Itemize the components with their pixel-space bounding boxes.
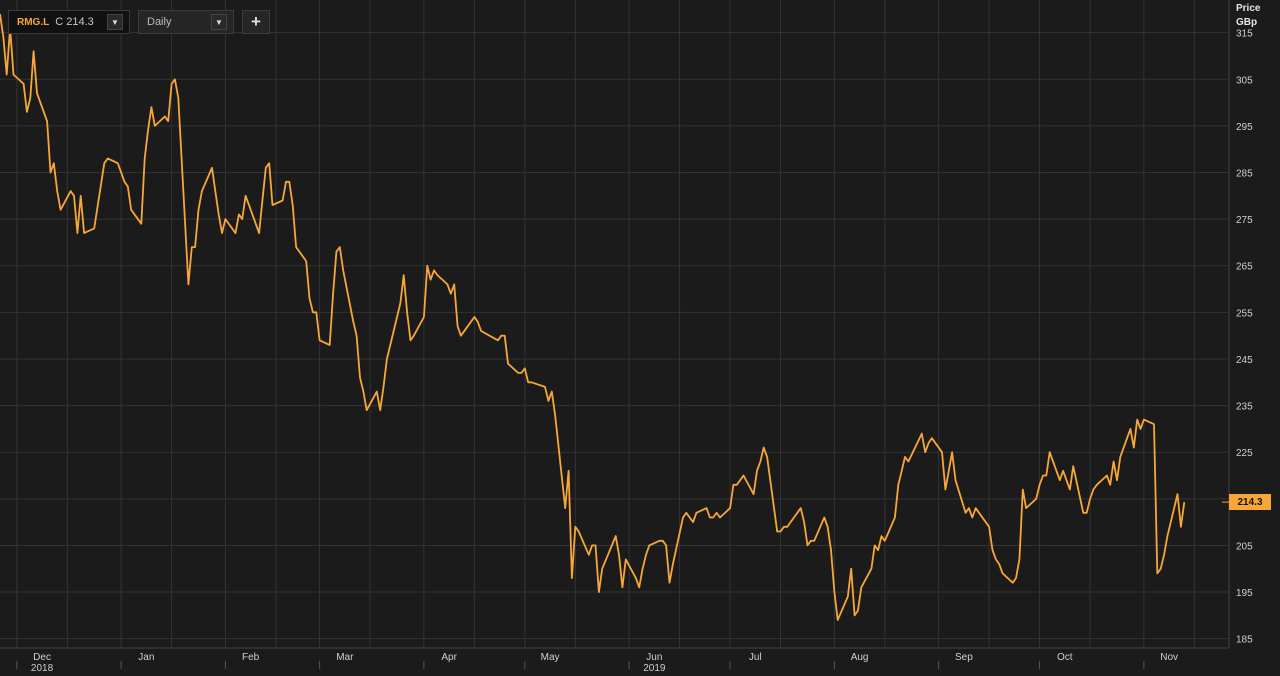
y-tick-label: 285 [1236,168,1253,179]
interval-label: Daily [147,16,172,28]
x-tick-label: Sep [955,652,973,663]
symbol-close-value: C 214.3 [55,16,94,28]
interval-selector[interactable]: Daily ▼ [138,10,234,34]
last-price-badge: 214.3 [1229,494,1271,511]
x-year-label: 2019 [643,663,666,674]
x-tick-label: Jan [138,652,154,663]
x-tick-label: Nov [1160,652,1178,663]
y-tick-label: 275 [1236,215,1253,226]
x-tick-label: Dec [33,652,51,663]
y-tick-label: 265 [1236,262,1253,273]
y-axis-unit-currency: GBp [1236,17,1258,28]
x-tick-label: Feb [242,652,260,663]
chart-toolbar: RMG.L C 214.3 ▼ Daily ▼ + [8,10,270,34]
x-tick-label: Mar [336,652,354,663]
y-tick-label: 295 [1236,122,1253,133]
chevron-down-icon[interactable]: ▼ [107,14,123,30]
y-axis-unit-price: Price [1236,3,1261,14]
x-tick-label: Aug [851,652,869,663]
y-tick-label: 205 [1236,541,1253,552]
y-tick-label: 235 [1236,402,1253,413]
x-tick-label: Oct [1057,652,1073,663]
y-tick-label: 255 [1236,308,1253,319]
horizontal-gridlines [0,32,1228,640]
chevron-down-icon[interactable]: ▼ [211,14,227,30]
y-tick-label: 305 [1236,75,1253,86]
add-button[interactable]: + [242,10,270,34]
symbol-label: RMG.L [17,16,50,28]
y-tick-label: 315 [1236,29,1253,40]
x-tick-label: Jun [646,652,662,663]
symbol-selector[interactable]: RMG.L C 214.3 ▼ [8,10,130,34]
y-tick-label: 195 [1236,588,1253,599]
price-line [0,13,1186,621]
y-tick-label: 225 [1236,448,1253,459]
x-tick-label: May [541,652,560,663]
x-year-label: 2018 [31,663,54,674]
x-tick-label: Apr [441,652,457,663]
y-tick-label: 185 [1236,635,1253,646]
series-group [0,13,1186,621]
x-tick-label: Jul [749,652,762,663]
vertical-gridlines [16,0,1195,648]
y-tick-label: 245 [1236,355,1253,366]
